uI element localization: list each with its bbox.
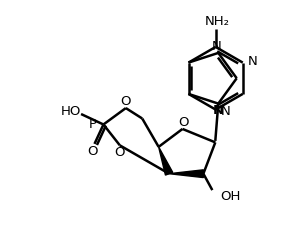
Text: O: O	[121, 95, 131, 108]
Text: N: N	[248, 55, 258, 68]
Text: HO: HO	[60, 105, 81, 118]
Text: N: N	[212, 40, 222, 53]
Text: O: O	[114, 146, 124, 159]
Polygon shape	[159, 147, 173, 175]
Text: O: O	[87, 145, 98, 158]
Polygon shape	[169, 170, 203, 178]
Text: NH₂: NH₂	[205, 15, 230, 28]
Text: N: N	[221, 105, 231, 118]
Text: N: N	[213, 104, 224, 117]
Text: OH: OH	[220, 190, 240, 202]
Text: P: P	[89, 118, 97, 131]
Text: O: O	[178, 116, 188, 129]
